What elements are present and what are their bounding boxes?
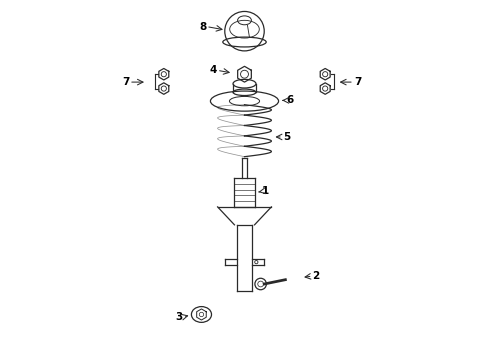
Text: 8: 8 xyxy=(199,22,206,32)
Text: 1: 1 xyxy=(261,186,268,197)
Text: 2: 2 xyxy=(312,271,319,281)
Text: 7: 7 xyxy=(122,77,129,87)
Text: 3: 3 xyxy=(175,312,183,322)
Text: 7: 7 xyxy=(353,77,361,87)
Text: 4: 4 xyxy=(209,65,217,75)
Text: 6: 6 xyxy=(286,95,293,105)
Text: 5: 5 xyxy=(282,132,289,142)
